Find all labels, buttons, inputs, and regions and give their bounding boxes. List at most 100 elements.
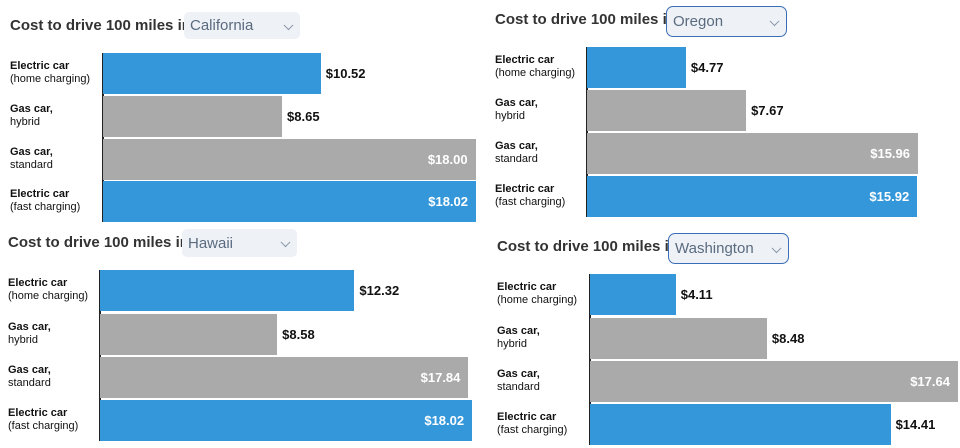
bar-electric [587,176,918,217]
category-label-sub: (fast charging) [10,201,81,213]
category-label: Gas car, standard [495,140,538,166]
category-label-sub: standard [8,377,51,389]
bar-gas [103,139,476,180]
category-label-main: Gas car, [8,364,51,376]
value-label: $4.77 [690,60,724,75]
category-label: Gas car, hybrid [10,103,53,129]
chevron-down-icon [769,15,780,26]
category-label-sub: (fast charging) [8,420,79,432]
category-label-main: Gas car, [8,321,51,333]
bar-electric [100,270,355,311]
chevron-down-icon [283,19,294,30]
category-label-sub: hybrid [495,110,525,122]
category-label: Gas car, standard [10,146,53,172]
category-label: Gas car, hybrid [495,97,538,123]
bar-gas [590,361,958,402]
bar-gas [100,314,278,355]
category-label-main: Electric car [495,183,555,195]
state-select-value: Oregon [673,13,724,30]
category-label-main: Electric car [8,407,68,419]
chart-title: Cost to drive 100 miles in [495,11,676,28]
category-label-sub: hybrid [8,334,38,346]
category-label: Electric car (home charging) [8,277,88,303]
category-label-main: Electric car [497,281,557,293]
category-label: Electric car (home charging) [495,54,575,80]
category-label: Electric car (fast charging) [497,411,567,437]
category-label-sub: standard [495,153,538,165]
state-select[interactable]: Hawaii [182,229,297,257]
category-label-sub: hybrid [497,338,527,350]
bar-electric [587,47,686,88]
category-label-main: Gas car, [495,140,538,152]
category-label: Gas car, hybrid [8,321,51,347]
axis-line [586,47,588,217]
value-label: $14.41 [895,417,936,432]
bar-gas [587,90,747,131]
category-label: Electric car (fast charging) [495,183,565,209]
category-label-sub: (home charging) [495,67,576,79]
value-label: $8.65 [287,109,320,124]
axis-line [102,53,104,222]
state-select[interactable]: California [184,12,300,39]
value-label: $17.84 [420,370,461,385]
category-label-main: Electric car [10,60,70,72]
value-label: $18.00 [427,152,468,167]
category-label-sub: (fast charging) [495,196,566,208]
bar-electric [590,274,676,315]
chart-title: Cost to drive 100 miles in [497,238,678,255]
chart-title: Cost to drive 100 miles in [8,234,189,251]
bar-gas [590,318,767,359]
axis-line [589,274,591,445]
category-label: Electric car (fast charging) [10,188,80,214]
category-label-main: Gas car, [10,103,53,115]
category-label-sub: (home charging) [497,294,578,306]
bar-electric [103,181,476,222]
value-label: $15.96 [870,146,910,161]
category-label-main: Gas car, [10,146,53,158]
value-label: $10.52 [325,66,366,81]
bar-electric [100,400,473,441]
chevron-down-icon [771,242,782,253]
bar-electric [103,53,321,94]
category-label: Gas car, hybrid [497,325,540,351]
category-label: Gas car, standard [497,368,540,394]
bar-electric [590,404,891,445]
category-label-main: Gas car, [495,97,538,109]
state-select-value: Washington [675,240,754,257]
value-label: $15.92 [869,189,910,204]
value-label: $17.64 [910,374,950,389]
category-label-sub: (fast charging) [497,424,568,436]
bar-gas [100,357,469,398]
category-label-sub: (home charging) [10,73,91,85]
category-label-main: Electric car [495,54,555,66]
category-label-main: Electric car [497,411,557,423]
category-label: Gas car, standard [8,364,51,390]
state-select[interactable]: Oregon [666,6,787,37]
value-label: $18.02 [424,413,465,428]
category-label-main: Gas car, [497,325,540,337]
category-label-sub: (home charging) [8,290,89,302]
category-label: Electric car (fast charging) [8,407,78,433]
category-label-sub: standard [10,159,53,171]
chevron-down-icon [280,237,291,248]
category-label: Electric car (home charging) [497,281,577,307]
category-label-sub: hybrid [10,116,40,128]
state-select-value: Hawaii [188,234,234,252]
axis-line [99,270,101,441]
value-label: $18.02 [428,194,468,209]
value-label: $8.48 [771,331,805,346]
category-label-main: Gas car, [497,368,540,380]
state-select[interactable]: Washington [668,233,789,264]
chart-title: Cost to drive 100 miles in [10,17,191,34]
bar-gas [587,133,918,174]
category-label-main: Electric car [8,277,68,289]
category-label-sub: standard [497,381,540,393]
bar-gas [103,96,283,137]
value-label: $7.67 [751,103,784,118]
value-label: $8.58 [282,327,315,342]
category-label-main: Electric car [10,188,70,200]
value-label: $12.32 [359,283,400,298]
state-select-value: California [190,17,254,34]
category-label: Electric car (home charging) [10,60,90,86]
value-label: $4.11 [680,287,713,302]
